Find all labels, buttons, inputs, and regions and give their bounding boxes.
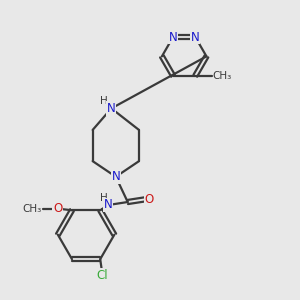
Text: Cl: Cl — [96, 269, 107, 282]
Text: CH₃: CH₃ — [23, 204, 42, 214]
Text: H: H — [100, 96, 108, 106]
Text: O: O — [145, 193, 154, 206]
Text: O: O — [53, 202, 62, 215]
Text: N: N — [169, 31, 177, 44]
Text: N: N — [191, 31, 200, 44]
Text: H: H — [100, 193, 108, 202]
Text: N: N — [104, 199, 113, 212]
Text: CH₃: CH₃ — [213, 71, 232, 81]
Text: N: N — [111, 170, 120, 183]
Text: N: N — [107, 102, 116, 115]
